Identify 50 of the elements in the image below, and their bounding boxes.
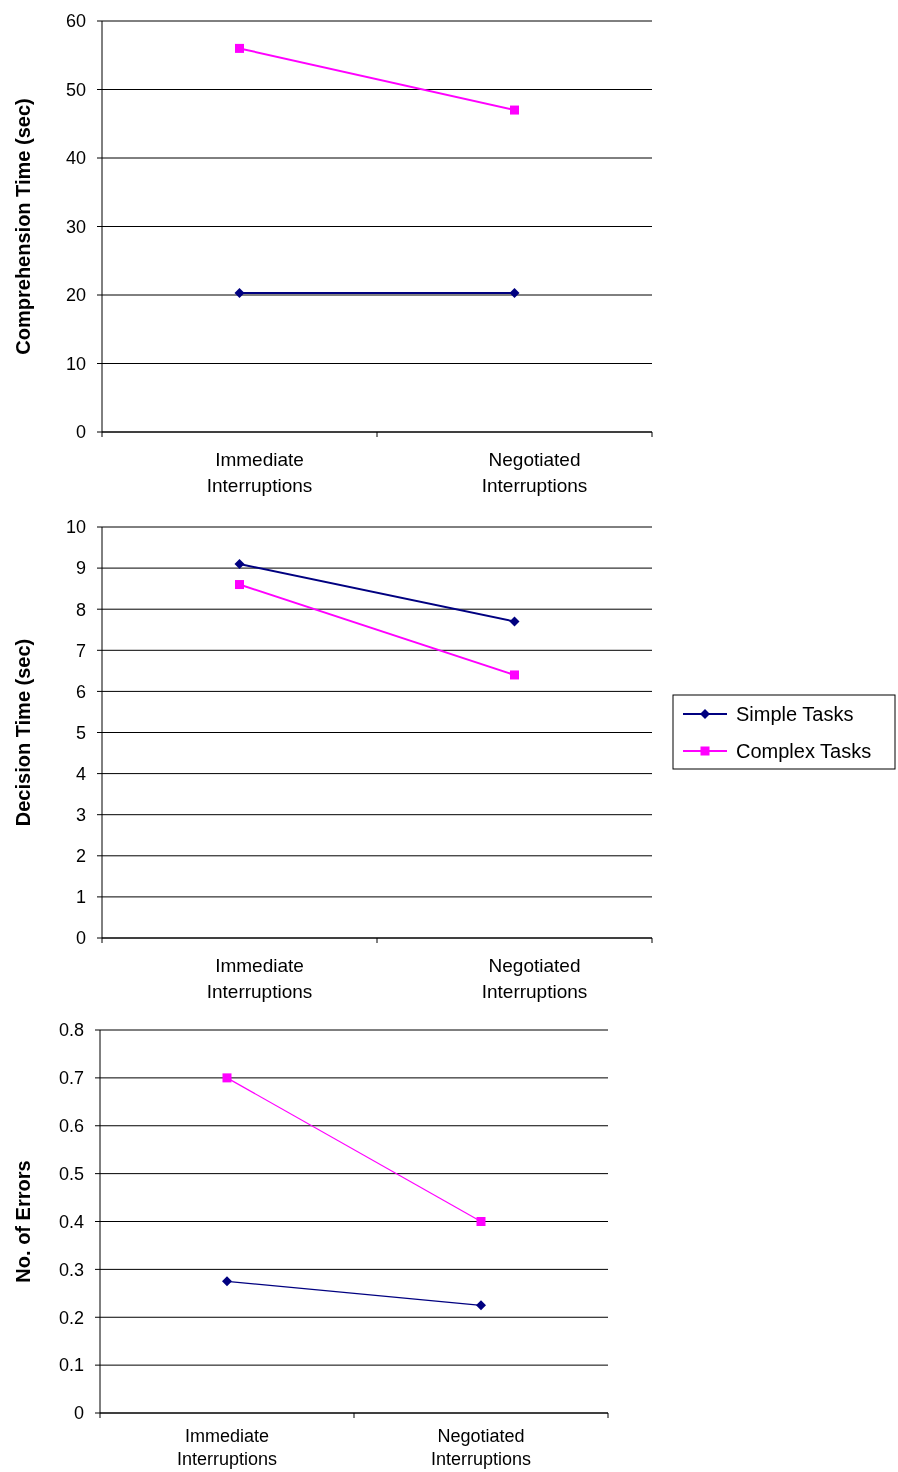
y-tick-label: 0.6 (58, 1116, 84, 1137)
point (222, 1073, 232, 1083)
y-tick-label: 20 (65, 285, 86, 306)
y-tick-label: 3 (75, 805, 86, 825)
y-tick-label: 7 (75, 640, 86, 661)
y-axis-title: No. of Errors (12, 1160, 34, 1283)
x-tick-label: Negotiated Interruptions (481, 449, 588, 496)
y-tick-label: 0.7 (58, 1068, 84, 1089)
point (235, 580, 244, 590)
x-tick-label: Immediate Interruptions (176, 1426, 278, 1469)
y-tick-label: 1 (75, 887, 86, 908)
y-axis-title: Decision Time (sec) (12, 638, 34, 827)
y-tick-label: 4 (75, 763, 86, 784)
point (476, 1217, 486, 1226)
y-tick-label: 0 (73, 1403, 84, 1424)
y-tick-label: 50 (65, 79, 86, 100)
point (234, 558, 245, 569)
x-tick-label: Immediate Interruptions (206, 449, 313, 496)
y-tick-label: 2 (75, 846, 86, 867)
point (509, 616, 520, 627)
point (222, 1276, 232, 1287)
x-tick-label: Negotiated Interruptions (481, 955, 588, 1002)
y-tick-label: 9 (75, 558, 86, 579)
legend-label: Simple Tasks (736, 703, 854, 725)
y-tick-label: 30 (65, 216, 86, 237)
y-tick-label: 8 (75, 599, 86, 620)
y-tick-label: 0.4 (58, 1211, 84, 1232)
legend-label: Complex Tasks (736, 740, 872, 762)
point (235, 43, 244, 53)
y-tick-label: 60 (65, 11, 86, 32)
y-tick-label: 0 (75, 422, 86, 443)
point (234, 287, 245, 298)
y-tick-label: 0.5 (58, 1163, 84, 1184)
y-axis-title: Comprehension Time (sec) (12, 98, 34, 355)
y-tick-label: 5 (75, 722, 86, 743)
point (510, 670, 519, 680)
y-tick-label: 40 (65, 148, 86, 169)
y-tick-label: 0.1 (58, 1355, 84, 1376)
y-tick-label: 0 (75, 928, 86, 949)
y-tick-label: 0.3 (58, 1259, 84, 1280)
point (476, 1300, 486, 1311)
point (510, 105, 519, 115)
x-tick-label: Immediate Interruptions (206, 955, 313, 1002)
y-tick-label: 10 (65, 517, 86, 538)
y-tick-label: 6 (75, 681, 86, 702)
y-tick-label: 0.8 (58, 1020, 84, 1041)
y-tick-label: 0.2 (58, 1307, 84, 1328)
x-tick-label: Negotiated Interruptions (430, 1426, 532, 1469)
y-tick-label: 10 (65, 353, 86, 374)
point (509, 287, 520, 298)
